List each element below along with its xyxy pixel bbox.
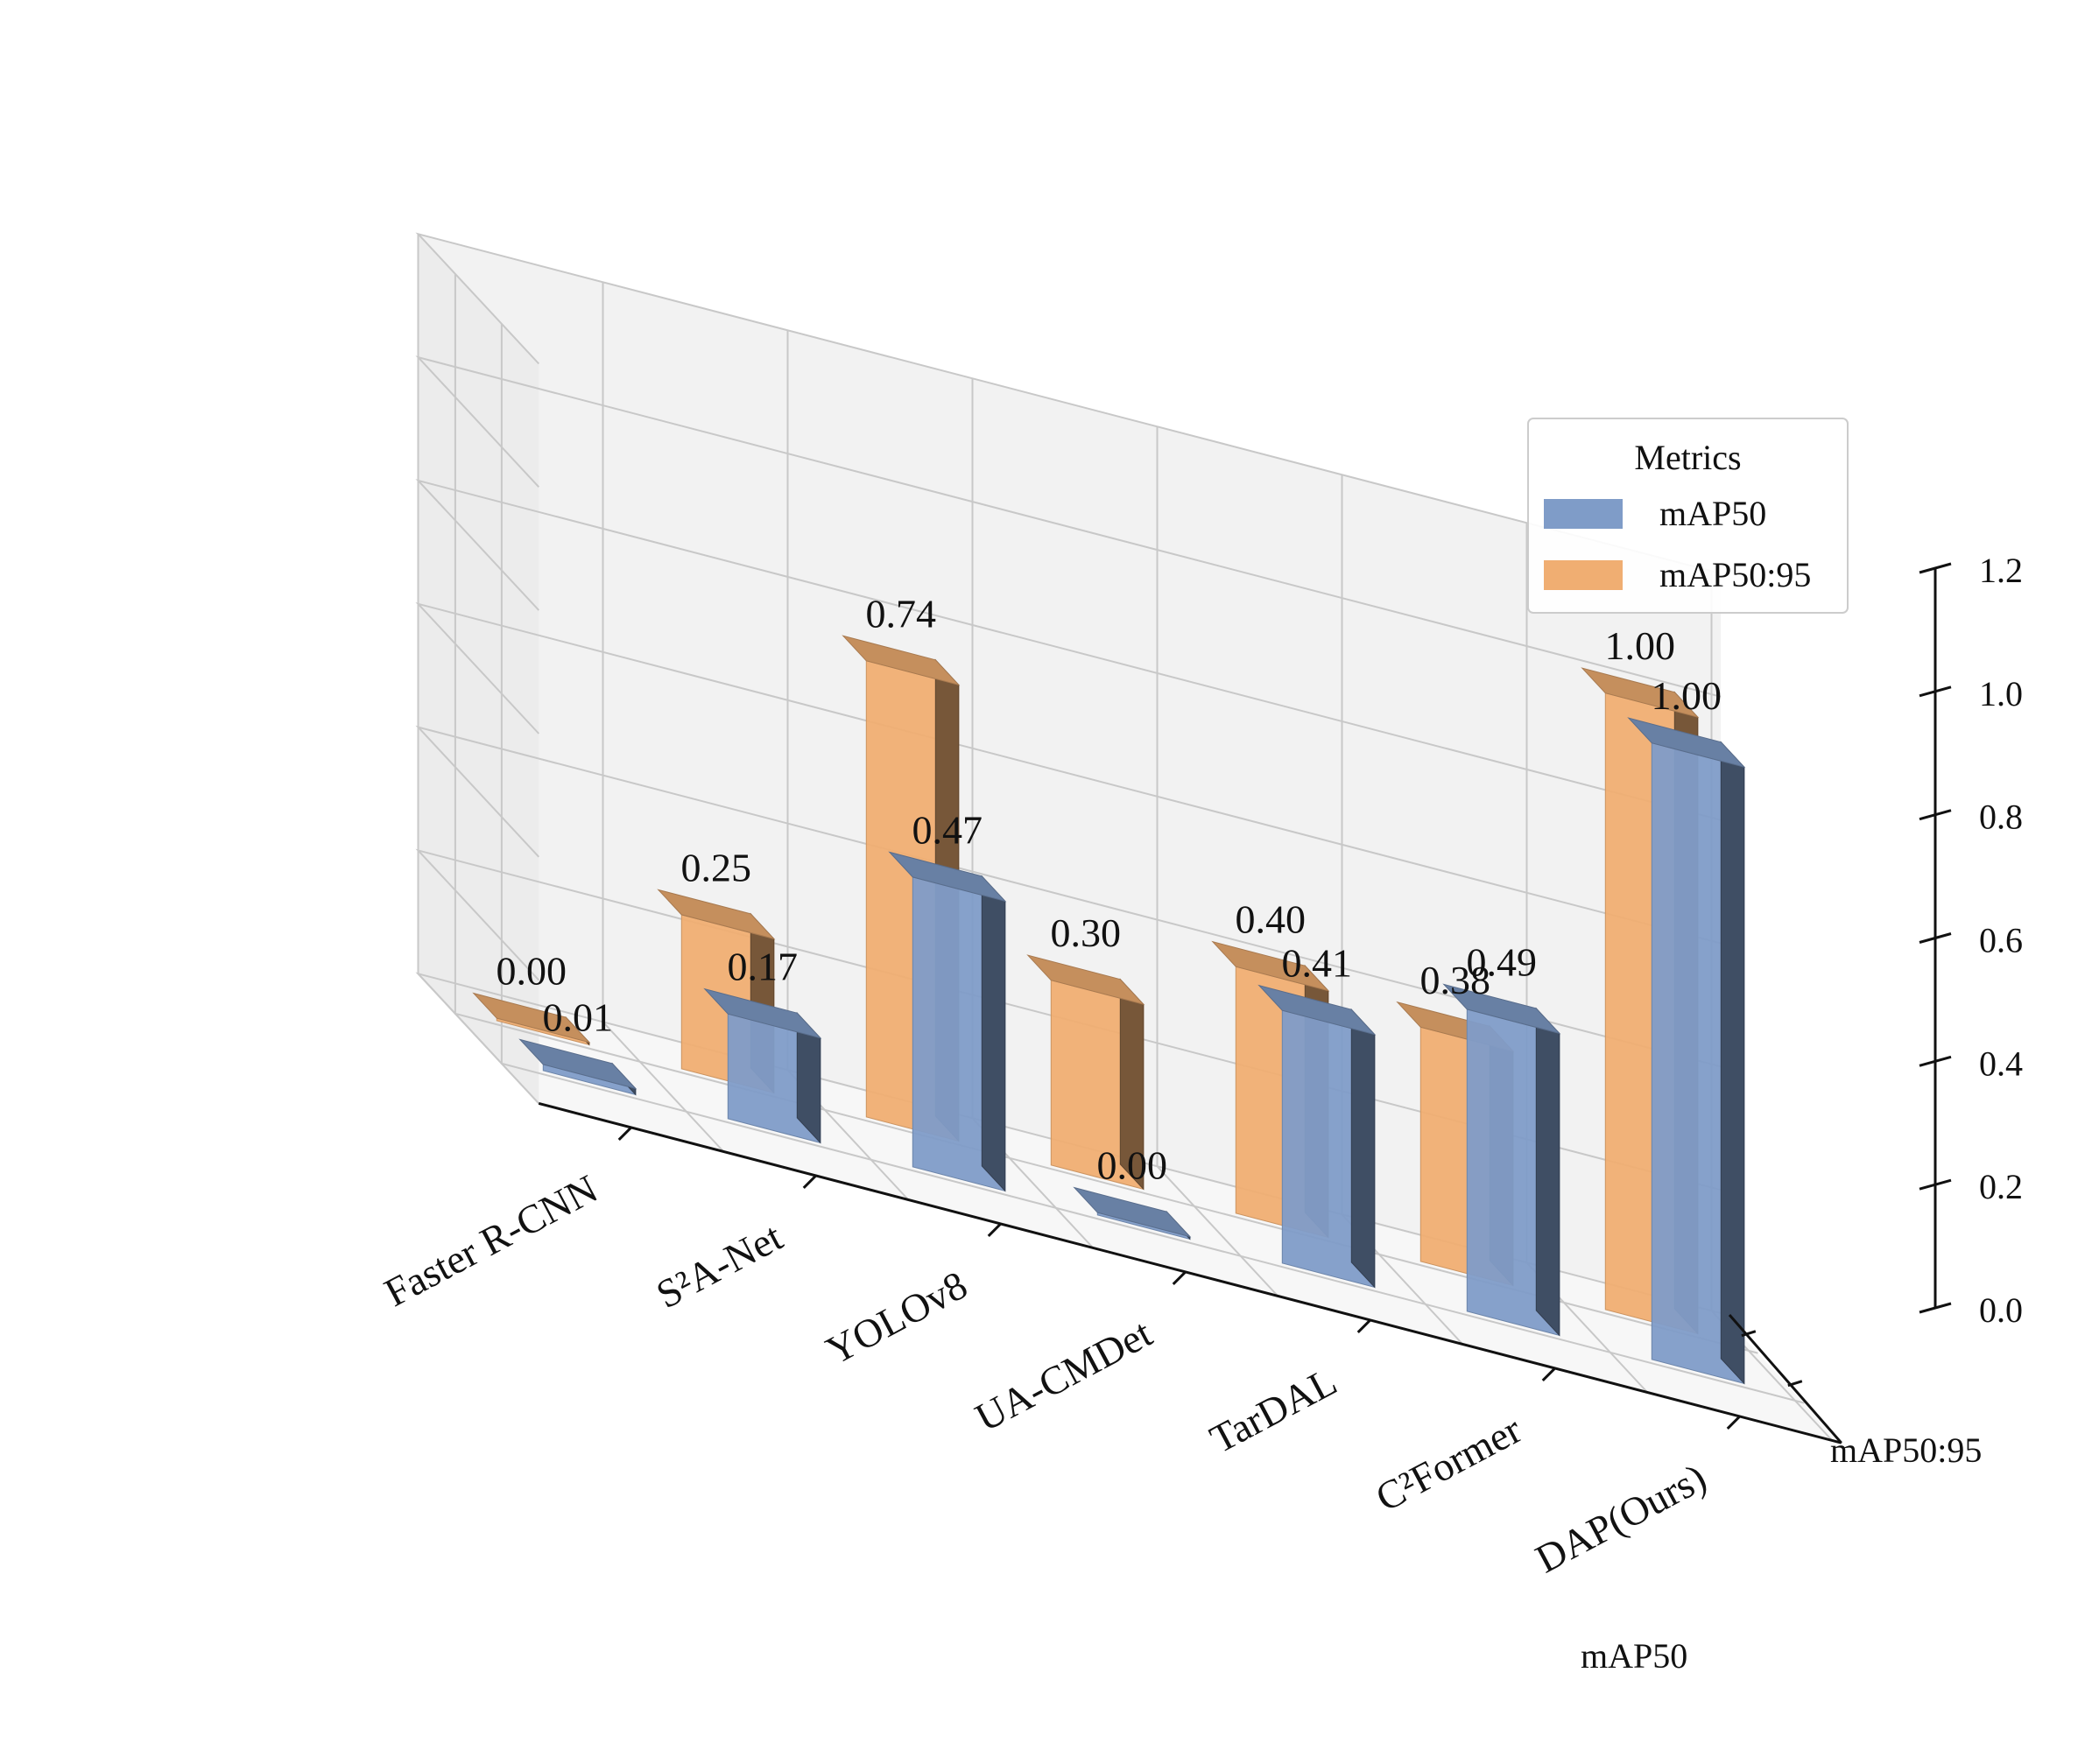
x-tick-label-faster-r-cnn: Faster R-CNN	[377, 1166, 605, 1315]
x-tick-label-dap-ours: DAP(Ours)	[1528, 1455, 1713, 1582]
bar-top-face	[657, 889, 776, 940]
x-tick	[617, 1126, 632, 1142]
legend-title: Metrics	[1634, 438, 1741, 477]
x-tick-label-ua-cmdet: UA-CMDet	[969, 1311, 1159, 1440]
bar-map50-dap-ours	[1627, 717, 1746, 1385]
bars-layer	[472, 635, 1746, 1385]
bar-value-label: 1.00	[1652, 673, 1722, 718]
bar-value-label: 0.41	[1282, 941, 1353, 986]
bar-side-face	[1535, 1007, 1560, 1337]
z-tick-label: 0.8	[1979, 798, 2023, 837]
bar-value-label: 0.17	[728, 945, 799, 989]
bar-top-face	[1026, 954, 1145, 1006]
z-tick-label: 1.2	[1979, 551, 2023, 590]
legend-swatch-map50	[1544, 499, 1623, 529]
bar-top-face	[1581, 667, 1700, 719]
z-tick	[1919, 1302, 1952, 1314]
x-tick	[1356, 1318, 1371, 1334]
y-tick	[1787, 1380, 1803, 1388]
x-tick-label-tardal: TarDAL	[1203, 1359, 1344, 1462]
legend-label-map50: mAP50	[1659, 494, 1766, 533]
axes-layer	[538, 562, 1952, 1444]
legend-swatch-map50-95	[1544, 560, 1623, 590]
z-tick-label: 1.0	[1979, 674, 2023, 713]
bar-side-face	[1720, 741, 1745, 1385]
bar-side-face	[1350, 1008, 1376, 1289]
bar-top-face	[703, 987, 822, 1039]
bar-map50-95-faster-r-cnn	[472, 992, 591, 1046]
bar-value-label: 0.01	[543, 994, 614, 1039]
bar-map50-faster-r-cnn	[518, 1038, 637, 1096]
bar-map50-yolov8	[888, 851, 1007, 1192]
bar-value-label: 0.38	[1420, 958, 1491, 1002]
y-tick-label-map50: mAP50	[1581, 1636, 1687, 1676]
bar-side-face	[981, 875, 1006, 1192]
bar-value-label: 0.25	[681, 845, 752, 889]
bar-top-face	[1257, 984, 1377, 1036]
z-tick	[1919, 809, 1952, 821]
x-tick	[987, 1222, 1002, 1238]
grid-line-y	[500, 323, 1805, 1404]
bar-top-face	[842, 635, 961, 686]
bar-top-face	[888, 851, 1007, 903]
x-tick	[1541, 1367, 1556, 1382]
bar-top-face	[472, 992, 591, 1044]
x-tick	[1172, 1270, 1187, 1286]
z-tick-label: 0.4	[1979, 1044, 2023, 1083]
x-tick-label-yolov8: YOLOv8	[819, 1262, 974, 1374]
grid-line-x	[417, 234, 540, 1105]
z-tick	[1919, 562, 1952, 574]
bar-value-label: 0.00	[1097, 1143, 1168, 1188]
bar-top-face	[1442, 983, 1561, 1035]
bar-value-label: 0.47	[912, 807, 983, 852]
bar-value-label: 1.00	[1605, 623, 1676, 668]
z-tick-label: 0.2	[1979, 1167, 2023, 1206]
bar-map50-95-ua-cmdet	[1026, 954, 1145, 1191]
y-tick-label-map50-95: mAP50:95	[1830, 1430, 1982, 1470]
bar-top-face	[1627, 717, 1746, 769]
x-tick-label-s-a-net: S²A-Net	[649, 1214, 789, 1318]
bar-map50-tardal	[1257, 984, 1377, 1289]
bar-map50-s-a-net	[703, 987, 822, 1144]
x-tick	[1726, 1415, 1741, 1430]
bar-map50-c-former	[1442, 983, 1561, 1337]
legend: Metrics mAP50 mAP50:95	[1527, 418, 1849, 614]
bar-value-label: 0.49	[1467, 939, 1538, 984]
y-axis-line	[1728, 1314, 1842, 1444]
z-tick	[1919, 1055, 1952, 1067]
z-tick	[1919, 932, 1952, 944]
x-tick	[802, 1174, 817, 1190]
bar-top-face	[1073, 1186, 1192, 1238]
x-tick-label-c-former: C²Former	[1369, 1407, 1529, 1520]
z-tick	[1919, 685, 1952, 698]
bar-value-label: 0.74	[866, 591, 937, 636]
bar-map50-ua-cmdet	[1073, 1186, 1192, 1240]
bar-value-label: 0.00	[497, 949, 567, 994]
grid-line-x	[1156, 426, 1279, 1297]
z-tick-label: 0.0	[1979, 1290, 2023, 1330]
y-tick	[1741, 1330, 1757, 1338]
z-tick-label: 0.6	[1979, 921, 2023, 960]
bar-top-face	[1211, 940, 1330, 992]
grid-line-x	[602, 282, 725, 1153]
x-axis-line	[538, 1101, 1842, 1444]
z-tick	[1919, 1178, 1952, 1191]
bar-value-label: 0.30	[1051, 910, 1122, 955]
legend-label-map50-95: mAP50:95	[1659, 555, 1811, 594]
bar-value-label: 0.40	[1236, 897, 1307, 942]
bar-top-face	[518, 1038, 637, 1090]
